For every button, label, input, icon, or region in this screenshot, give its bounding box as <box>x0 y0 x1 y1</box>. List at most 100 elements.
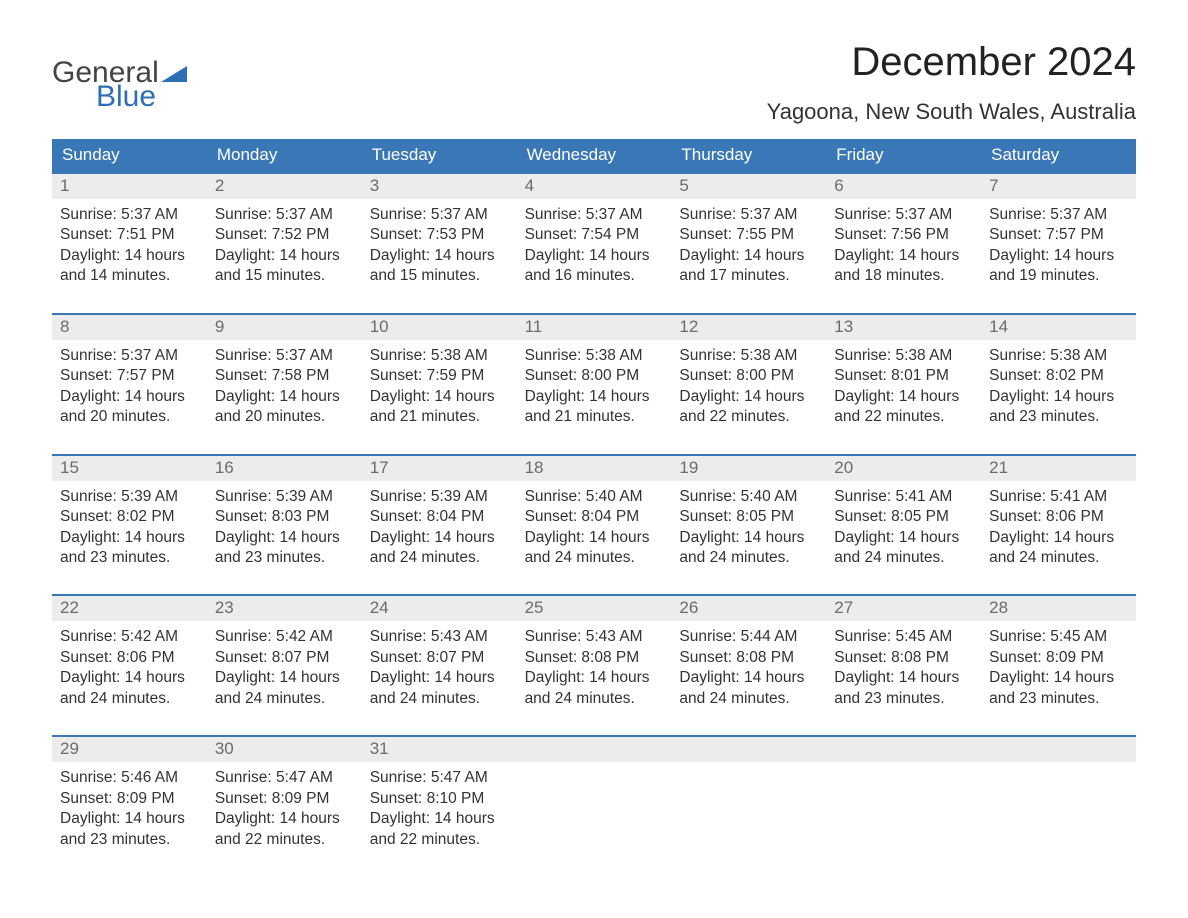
sunrise-text: Sunrise: 5:40 AM <box>679 487 818 507</box>
daylight-line1: Daylight: 14 hours <box>60 528 199 548</box>
day-cell <box>981 762 1136 860</box>
daylight-line2: and 24 minutes. <box>525 689 664 709</box>
sunset-text: Sunset: 8:06 PM <box>60 648 199 668</box>
sunrise-text: Sunrise: 5:38 AM <box>989 346 1128 366</box>
day-number: 9 <box>207 315 362 340</box>
daylight-line2: and 24 minutes. <box>834 548 973 568</box>
sunrise-text: Sunrise: 5:42 AM <box>215 627 354 647</box>
sunrise-text: Sunrise: 5:37 AM <box>60 205 199 225</box>
title-block: December 2024 Yagoona, New South Wales, … <box>767 40 1136 135</box>
daylight-line1: Daylight: 14 hours <box>989 528 1128 548</box>
daylight-line1: Daylight: 14 hours <box>679 668 818 688</box>
sunset-text: Sunset: 8:01 PM <box>834 366 973 386</box>
sunset-text: Sunset: 8:09 PM <box>989 648 1128 668</box>
day-number: 23 <box>207 596 362 621</box>
day-cell: Sunrise: 5:37 AMSunset: 7:51 PMDaylight:… <box>52 199 207 297</box>
sunset-text: Sunset: 7:57 PM <box>60 366 199 386</box>
sunrise-text: Sunrise: 5:37 AM <box>834 205 973 225</box>
day-number <box>517 737 672 762</box>
day-cell: Sunrise: 5:37 AMSunset: 7:52 PMDaylight:… <box>207 199 362 297</box>
day-cell: Sunrise: 5:37 AMSunset: 7:57 PMDaylight:… <box>52 340 207 438</box>
day-cell: Sunrise: 5:38 AMSunset: 8:01 PMDaylight:… <box>826 340 981 438</box>
sunset-text: Sunset: 7:55 PM <box>679 225 818 245</box>
header: General Blue December 2024 Yagoona, New … <box>52 40 1136 135</box>
calendar-week: 1234567Sunrise: 5:37 AMSunset: 7:51 PMDa… <box>52 172 1136 297</box>
location-subtitle: Yagoona, New South Wales, Australia <box>767 99 1136 125</box>
daylight-line1: Daylight: 14 hours <box>525 528 664 548</box>
sunset-text: Sunset: 8:08 PM <box>679 648 818 668</box>
day-number <box>671 737 826 762</box>
day-number: 16 <box>207 456 362 481</box>
daylight-line2: and 24 minutes. <box>525 548 664 568</box>
weekday-sunday: Sunday <box>52 139 207 172</box>
day-number: 5 <box>671 174 826 199</box>
daylight-line2: and 17 minutes. <box>679 266 818 286</box>
day-number: 21 <box>981 456 1136 481</box>
daylight-line2: and 21 minutes. <box>370 407 509 427</box>
day-cell: Sunrise: 5:37 AMSunset: 7:57 PMDaylight:… <box>981 199 1136 297</box>
sunset-text: Sunset: 8:04 PM <box>525 507 664 527</box>
day-number: 6 <box>826 174 981 199</box>
daylight-line2: and 24 minutes. <box>989 548 1128 568</box>
daylight-line2: and 24 minutes. <box>370 548 509 568</box>
calendar-week: 293031Sunrise: 5:46 AMSunset: 8:09 PMDay… <box>52 735 1136 860</box>
day-cell: Sunrise: 5:40 AMSunset: 8:05 PMDaylight:… <box>671 481 826 579</box>
sunrise-text: Sunrise: 5:43 AM <box>525 627 664 647</box>
logo-blue-text: Blue <box>96 82 187 112</box>
sunset-text: Sunset: 8:09 PM <box>60 789 199 809</box>
day-cell: Sunrise: 5:39 AMSunset: 8:02 PMDaylight:… <box>52 481 207 579</box>
daylight-line2: and 20 minutes. <box>215 407 354 427</box>
day-cell: Sunrise: 5:37 AMSunset: 7:58 PMDaylight:… <box>207 340 362 438</box>
sunrise-text: Sunrise: 5:47 AM <box>370 768 509 788</box>
day-number <box>981 737 1136 762</box>
daylight-line1: Daylight: 14 hours <box>370 809 509 829</box>
day-cell: Sunrise: 5:37 AMSunset: 7:55 PMDaylight:… <box>671 199 826 297</box>
daylight-line2: and 24 minutes. <box>215 689 354 709</box>
sunset-text: Sunset: 8:00 PM <box>525 366 664 386</box>
sunset-text: Sunset: 8:09 PM <box>215 789 354 809</box>
day-cell: Sunrise: 5:38 AMSunset: 8:00 PMDaylight:… <box>517 340 672 438</box>
daylight-line2: and 23 minutes. <box>215 548 354 568</box>
day-cell: Sunrise: 5:39 AMSunset: 8:04 PMDaylight:… <box>362 481 517 579</box>
sunrise-text: Sunrise: 5:45 AM <box>989 627 1128 647</box>
day-cell: Sunrise: 5:45 AMSunset: 8:09 PMDaylight:… <box>981 621 1136 719</box>
daylight-line2: and 19 minutes. <box>989 266 1128 286</box>
daylight-line2: and 22 minutes. <box>215 830 354 850</box>
day-number: 31 <box>362 737 517 762</box>
day-cell: Sunrise: 5:47 AMSunset: 8:10 PMDaylight:… <box>362 762 517 860</box>
sunset-text: Sunset: 8:10 PM <box>370 789 509 809</box>
day-cell: Sunrise: 5:45 AMSunset: 8:08 PMDaylight:… <box>826 621 981 719</box>
daylight-line2: and 21 minutes. <box>525 407 664 427</box>
logo-triangle-icon <box>161 62 187 82</box>
daylight-line2: and 24 minutes. <box>679 548 818 568</box>
sunset-text: Sunset: 7:57 PM <box>989 225 1128 245</box>
sunrise-text: Sunrise: 5:38 AM <box>679 346 818 366</box>
daylight-line1: Daylight: 14 hours <box>215 668 354 688</box>
daylight-line1: Daylight: 14 hours <box>989 668 1128 688</box>
daylight-line1: Daylight: 14 hours <box>989 246 1128 266</box>
day-number: 29 <box>52 737 207 762</box>
day-number: 11 <box>517 315 672 340</box>
sunrise-text: Sunrise: 5:37 AM <box>60 346 199 366</box>
daylight-line1: Daylight: 14 hours <box>525 668 664 688</box>
sunrise-text: Sunrise: 5:43 AM <box>370 627 509 647</box>
sunset-text: Sunset: 7:58 PM <box>215 366 354 386</box>
day-number: 18 <box>517 456 672 481</box>
sunset-text: Sunset: 8:08 PM <box>834 648 973 668</box>
day-number: 19 <box>671 456 826 481</box>
sunset-text: Sunset: 7:51 PM <box>60 225 199 245</box>
weekday-wednesday: Wednesday <box>517 139 672 172</box>
daylight-line1: Daylight: 14 hours <box>679 387 818 407</box>
daylight-line1: Daylight: 14 hours <box>60 809 199 829</box>
daylight-line1: Daylight: 14 hours <box>370 528 509 548</box>
sunrise-text: Sunrise: 5:38 AM <box>834 346 973 366</box>
daylight-line2: and 23 minutes. <box>989 407 1128 427</box>
daynum-row: 1234567 <box>52 174 1136 199</box>
daylight-line2: and 14 minutes. <box>60 266 199 286</box>
sunrise-text: Sunrise: 5:47 AM <box>215 768 354 788</box>
day-number: 28 <box>981 596 1136 621</box>
weekday-friday: Friday <box>826 139 981 172</box>
day-number: 30 <box>207 737 362 762</box>
daylight-line1: Daylight: 14 hours <box>679 246 818 266</box>
daylight-line1: Daylight: 14 hours <box>215 528 354 548</box>
